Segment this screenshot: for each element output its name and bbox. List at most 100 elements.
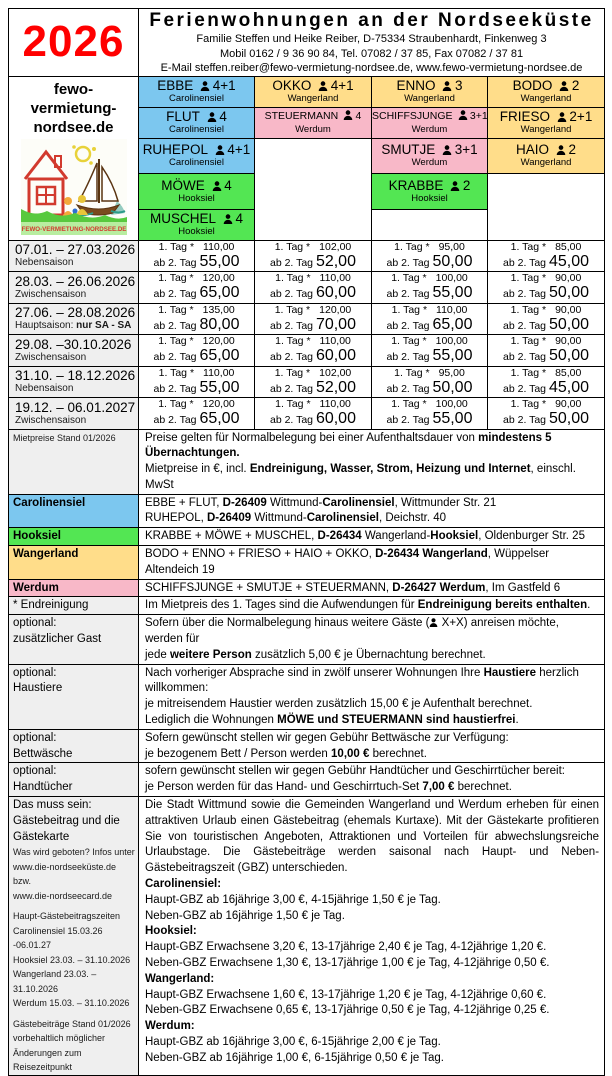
info-content-location-wangerland: BODO + ENNO + FRIESO + HAIO + OKKO, D-26… <box>137 545 606 580</box>
info-content-haustiere: Nach vorheriger Absprache sind in zwölf … <box>137 663 606 730</box>
info-label-small-line: Gästebeiträge Stand 01/2026 <box>13 1018 131 1029</box>
info-content-line: KRABBE + MÖWE + MUSCHEL, D-26434 Wangerl… <box>145 530 585 543</box>
apartment-name: EBBE 4+1 <box>157 78 236 93</box>
info-label-line: Das muss sein: <box>13 799 92 812</box>
price-cell: 1. Tag * 100,00 ab 2. Tag 55,00 <box>371 271 488 304</box>
apartment-location: Werdum <box>295 124 331 135</box>
info-content-line: je mitreisendem Haustier werden zusätzli… <box>145 698 533 711</box>
first-day-price: 1. Tag * 110,00 <box>391 303 468 316</box>
following-days-price: ab 2. Tag 50,00 <box>503 410 589 428</box>
first-day-price: 1. Tag * 110,00 <box>158 240 235 253</box>
apartment-location: Werdum <box>411 124 448 135</box>
price-cell: 1. Tag * 102,00 ab 2. Tag 52,00 <box>254 239 372 272</box>
info-label-bettwaesche: optional: Bettwäsche <box>8 728 139 764</box>
first-day-price: 1. Tag * 85,00 <box>510 366 582 379</box>
first-day-price: 1. Tag * 100,00 <box>391 335 468 348</box>
apartment-location: Wangerland <box>287 93 339 104</box>
apartment-cell-muschel: MUSCHEL 4 Hooksiel <box>138 208 255 241</box>
price-list-sheet: 2026 Ferienwohnungen an der Nordseeküste… <box>8 8 606 1076</box>
following-days-price: ab 2. Tag 65,00 <box>153 284 240 302</box>
following-days-price: ab 2. Tag 65,00 <box>386 315 473 333</box>
info-content-line: Nach vorheriger Absprache sind in zwölf … <box>145 666 579 695</box>
info-label-line: optional: <box>13 765 57 778</box>
following-days-price: ab 2. Tag 80,00 <box>153 315 240 333</box>
price-cell: 1. Tag * 110,00 ab 2. Tag 60,00 <box>254 397 372 430</box>
season-date-cell: 19.12. – 06.01.2027 Zwischensaison <box>8 397 139 430</box>
price-cell: 1. Tag * 120,00 ab 2. Tag 70,00 <box>254 302 372 335</box>
info-content-handtuecher: sofern gewünscht stellen wir gegen Gebüh… <box>137 762 606 798</box>
phone-line: Mobil 0162 / 9 36 90 84, Tel. 07082 / 37… <box>219 47 524 60</box>
person-icon <box>215 145 225 156</box>
apartment-cell-steuermann: STEUERMANN 4 Werdum <box>254 106 372 139</box>
first-day-price: 1. Tag * 110,00 <box>158 366 235 379</box>
apartment-location: Werdum <box>411 157 448 169</box>
info-label-small-line: Mietpreise Stand 01/2026 <box>13 432 116 443</box>
info-content-line: Haupt-GBZ ab 16jährige 3,00 €, 6-15jähri… <box>145 1035 441 1048</box>
following-days-price: ab 2. Tag 52,00 <box>270 252 356 270</box>
following-days-price: ab 2. Tag 70,00 <box>270 315 356 333</box>
svg-text:FEWO-VERMIETUNG-NORDSEE.DE: FEWO-VERMIETUNG-NORDSEE.DE <box>21 226 126 233</box>
info-label-line: Gästekarte <box>13 830 70 843</box>
price-row: 31.10. – 18.12.2026 Nebensaison 1. Tag * 11… <box>8 365 606 398</box>
apartment-name: OKKO 4+1 <box>272 78 354 93</box>
price-cell: 1. Tag * 110,00 ab 2. Tag 65,00 <box>371 302 488 335</box>
first-day-price: 1. Tag * 90,00 <box>510 335 582 348</box>
apartment-name: RUHEPOL 4+1 <box>142 142 251 158</box>
header-info-cell: Ferienwohnungen an der Nordseeküste Fami… <box>137 8 606 77</box>
info-content-line: Haupt-GBZ Erwachsene 1,60 €, 13-17jährig… <box>145 988 547 1001</box>
info-content-line: Lediglich die Wohnungen MÖWE und STEUERM… <box>145 714 519 727</box>
info-content-line: Mietpreise in €, incl. Endreinigung, Was… <box>145 463 576 491</box>
following-days-price: ab 2. Tag 50,00 <box>386 252 473 270</box>
date-range: 28.03. – 26.06.2026 <box>15 273 136 289</box>
info-label-line: Carolinensiel <box>13 496 86 509</box>
date-range: 27.06. – 28.08.2026 <box>15 305 136 321</box>
following-days-price: ab 2. Tag 60,00 <box>270 347 356 365</box>
info-label-small-line: Haupt-Gästebeitragszeiten <box>13 911 121 922</box>
price-row: 28.03. – 26.06.2026 Zwischensaison 1. Tag … <box>8 271 606 304</box>
apartment-row: RUHEPOL 4+1 Carolinensiel SMUTJE 3+1 Werdum… <box>9 137 606 241</box>
price-row: 27.06. – 28.08.2026 Hauptsaison: nur SA -… <box>8 302 606 335</box>
following-days-price: ab 2. Tag 55,00 <box>153 378 240 396</box>
info-content-line: Hooksiel: <box>145 925 197 938</box>
date-range: 19.12. – 06.01.2027 <box>15 399 136 415</box>
apartment-name: FRIESO 2+1 <box>499 109 593 124</box>
apartment-cell-ruhepol: RUHEPOL 4+1 Carolinensiel <box>138 137 255 174</box>
price-cell: 1. Tag * 100,00 ab 2. Tag 55,00 <box>371 334 488 367</box>
info-content-line: Haupt-GBZ ab 16jährige 3,00 €, 4-15jähri… <box>145 893 441 906</box>
person-icon <box>556 145 566 156</box>
apartment-row: FLUT 4 Carolinensiel STEUERMANN 4 Werdum SCH… <box>9 106 606 139</box>
person-icon <box>450 181 460 191</box>
brand-name: fewo-vermietung-nordsee.de <box>30 80 117 136</box>
apartment-name: BODO 2 <box>512 78 580 93</box>
first-day-price: 1. Tag * 120,00 <box>158 398 235 411</box>
date-range: 31.10. – 18.12.2026 <box>15 368 136 384</box>
info-row-location-wangerland: Wangerland BODO + ENNO + FRIESO + HAIO + … <box>8 545 606 580</box>
info-label-line: optional: <box>13 731 57 744</box>
info-content-line: Preise gelten für Normalbelegung bei ein… <box>145 431 552 460</box>
info-content-location-hooksiel: KRABBE + MÖWE + MUSCHEL, D-26434 Wangerl… <box>137 527 606 547</box>
price-cell: 1. Tag * 102,00 ab 2. Tag 52,00 <box>254 365 372 398</box>
info-label-zusaetzlicher-gast: optional: zusätzlicher Gast <box>8 614 139 665</box>
first-day-price: 1. Tag * 85,00 <box>510 240 582 253</box>
apartment-cell-mwe: MÖWE 4 Hooksiel <box>138 173 255 210</box>
first-day-price: 1. Tag * 90,00 <box>510 398 582 411</box>
person-icon <box>458 110 468 120</box>
price-cell: 1. Tag * 90,00 ab 2. Tag 50,00 <box>486 334 606 367</box>
first-day-price: 1. Tag * 110,00 <box>275 335 351 348</box>
person-icon <box>200 81 210 91</box>
info-row-location-werdum: Werdum SCHIFFSJUNGE + SMUTJE + STEUERMANN… <box>8 578 606 598</box>
following-days-price: ab 2. Tag 65,00 <box>153 410 240 428</box>
price-row: 29.08. –30.10.2026 Zwischensaison 1. Tag *… <box>8 334 606 367</box>
info-label-line: * Endreinigung <box>13 599 89 612</box>
date-range: 29.08. –30.10.2026 <box>15 336 132 352</box>
following-days-price: ab 2. Tag 50,00 <box>503 347 589 365</box>
price-cell: 1. Tag * 100,00 ab 2. Tag 55,00 <box>371 397 488 430</box>
season-date-cell: 29.08. –30.10.2026 Zwischensaison <box>8 334 139 367</box>
year-label: 2026 <box>22 17 125 67</box>
price-row: 07.01. – 27.03.2026 Nebensaison 1. Tag * 11… <box>8 239 606 272</box>
person-icon <box>223 214 233 224</box>
season-label: Zwischensaison <box>15 414 87 426</box>
info-label-small-line: Carolinensiel 15.03.26 -06.01.27 <box>13 925 103 951</box>
info-label-location-werdum: Werdum <box>8 578 139 598</box>
following-days-price: ab 2. Tag 60,00 <box>270 284 356 302</box>
